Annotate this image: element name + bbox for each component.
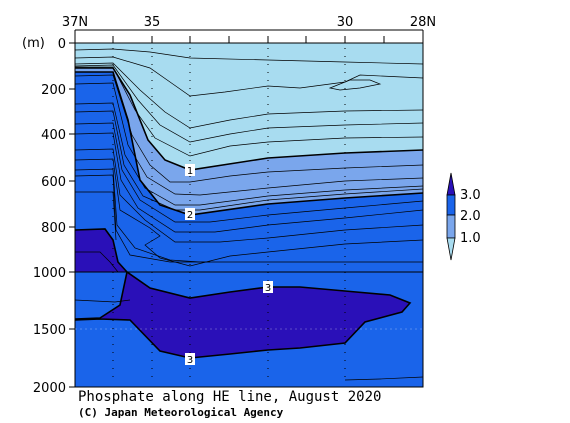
plot-frame [74, 42, 424, 388]
colorbar-2-3 [446, 194, 456, 216]
y-tick-0: 0 [58, 37, 66, 52]
colorbar-label-1: 1.0 [460, 231, 481, 246]
svg-text:2: 2 [187, 210, 193, 221]
colorbar-lt-1 [446, 237, 456, 261]
x-tick-28n: 28N [410, 15, 436, 30]
y-tick-1000: 1000 [33, 266, 66, 281]
x-tick-30: 30 [337, 15, 354, 30]
thick-contours [75, 67, 423, 359]
contour-label-3-lower: 3 [185, 353, 195, 366]
y-axis-ticks [69, 42, 75, 388]
y-tick-1500: 1500 [33, 323, 66, 338]
y-tick-2000: 2000 [33, 381, 66, 396]
x-tick-35: 35 [144, 15, 161, 30]
x-axis-ticks [74, 29, 424, 43]
contour-label-3-upper: 3 [263, 281, 273, 294]
colorbar-label-3: 3.0 [460, 188, 481, 203]
y-tick-600: 600 [41, 175, 66, 190]
y-tick-200: 200 [41, 83, 66, 98]
y-tick-800: 800 [41, 221, 66, 236]
colorbar-gt-3 [446, 172, 456, 196]
contour-label-2: 2 [185, 208, 195, 221]
field-gt-3-main [75, 272, 410, 358]
x-tick-37n: 37N [62, 15, 88, 30]
svg-text:1: 1 [187, 166, 193, 177]
credit-text: (C) Japan Meteorological Agency [78, 406, 284, 419]
thin-contours [75, 48, 423, 381]
y-tick-400: 400 [41, 128, 66, 143]
field-gt-3-upper [75, 229, 127, 272]
svg-text:3: 3 [187, 355, 193, 366]
svg-text:3: 3 [265, 283, 271, 294]
colorbar-label-2: 2.0 [460, 209, 481, 224]
colorbar-1-2 [446, 214, 456, 239]
contour-label-1: 1 [185, 164, 195, 177]
chart-title: Phosphate along HE line, August 2020 [78, 389, 382, 405]
y-axis-label: (m) [22, 36, 45, 51]
colorbar: 3.0 2.0 1.0 [446, 172, 481, 261]
contour-fields [75, 43, 423, 387]
